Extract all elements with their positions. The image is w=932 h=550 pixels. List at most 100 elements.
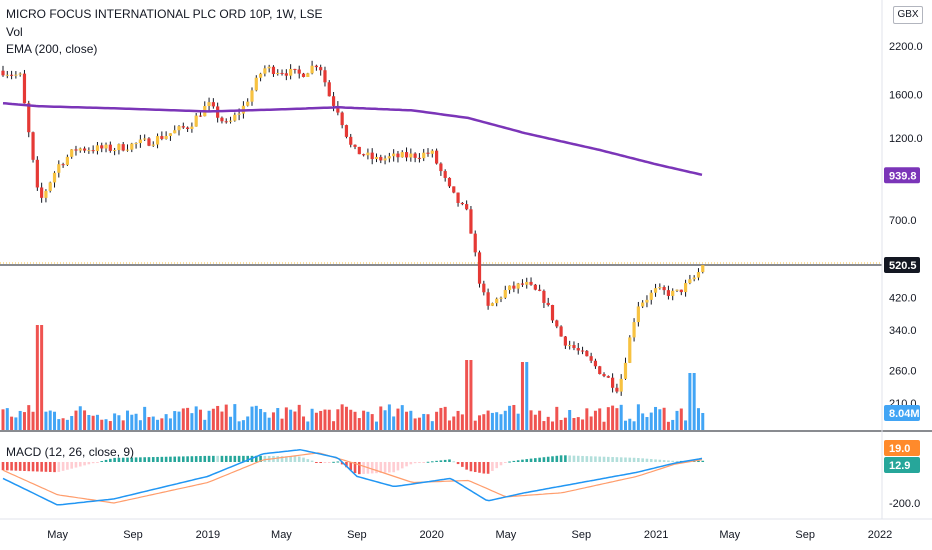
macd-histogram-bar bbox=[237, 455, 241, 462]
macd-histogram-bar bbox=[327, 462, 331, 463]
macd-histogram-bar bbox=[641, 458, 644, 462]
volume-bar bbox=[327, 409, 331, 430]
macd-histogram-bar bbox=[418, 462, 421, 463]
volume-bar bbox=[267, 417, 271, 430]
macd-histogram-bar bbox=[280, 456, 284, 462]
volume-bar bbox=[125, 410, 129, 430]
volume-bar bbox=[396, 408, 400, 430]
currency-selector[interactable]: GBX bbox=[893, 6, 923, 24]
candle-body bbox=[108, 144, 112, 151]
candle-body bbox=[276, 72, 280, 75]
volume-bar bbox=[405, 411, 409, 430]
volume-bar bbox=[229, 416, 233, 430]
candle-body bbox=[379, 156, 383, 161]
volume-bar bbox=[44, 411, 48, 430]
volume-bar bbox=[220, 411, 224, 430]
macd-histogram-bar bbox=[615, 457, 619, 462]
candle-body bbox=[121, 144, 125, 151]
volume-bar bbox=[520, 362, 524, 430]
macd-histogram-bar bbox=[649, 459, 653, 462]
candle-body bbox=[250, 90, 254, 102]
time-tick-label: 2021 bbox=[644, 529, 668, 541]
candle-body bbox=[666, 290, 671, 296]
candle-body bbox=[383, 158, 387, 161]
candle-body bbox=[155, 136, 160, 145]
macd-histogram-bar bbox=[345, 462, 348, 468]
candle-body bbox=[516, 283, 520, 289]
macd-histogram-bar bbox=[555, 455, 559, 462]
macd-histogram-bar bbox=[572, 455, 576, 462]
volume-bar bbox=[675, 410, 679, 430]
volume-bar bbox=[211, 408, 215, 430]
macd-histogram-bar bbox=[349, 462, 353, 471]
macd-histogram-bar bbox=[559, 455, 563, 462]
candle-body bbox=[636, 306, 640, 323]
macd-histogram-bar bbox=[96, 462, 99, 463]
volume-bar bbox=[241, 420, 245, 430]
volume-bar bbox=[91, 415, 95, 430]
macd-histogram-bar bbox=[151, 457, 155, 462]
volume-bar bbox=[465, 360, 469, 430]
volume-bar bbox=[593, 410, 597, 430]
candle-body bbox=[602, 374, 606, 377]
volume-bar bbox=[5, 408, 9, 430]
volume-bar bbox=[186, 407, 190, 430]
candle-body bbox=[220, 117, 224, 122]
volume-bar bbox=[671, 419, 675, 430]
volume-bar bbox=[581, 419, 585, 430]
volume-bar bbox=[589, 416, 593, 430]
candle-body bbox=[413, 153, 417, 158]
macd-histogram-bar bbox=[607, 456, 610, 462]
macd-histogram-bar bbox=[199, 456, 202, 462]
macd-histogram-bar bbox=[48, 462, 52, 472]
macd-histogram-bar bbox=[293, 456, 297, 462]
macd-histogram-bar bbox=[568, 455, 571, 462]
macd-histogram-bar bbox=[160, 456, 164, 462]
candle-body bbox=[35, 159, 39, 188]
candle-body bbox=[649, 292, 653, 300]
volume-bar bbox=[366, 411, 370, 430]
volume-bar bbox=[628, 418, 632, 430]
volume-bar bbox=[35, 325, 39, 430]
macd-histogram-bar bbox=[53, 462, 56, 473]
macd-histogram-bar bbox=[254, 455, 258, 462]
volume-bar bbox=[61, 418, 65, 430]
macd-histogram-bar bbox=[100, 461, 104, 463]
macd-histogram-bar bbox=[461, 462, 464, 467]
volume-bar bbox=[585, 408, 589, 430]
volume-bar bbox=[679, 408, 683, 430]
macd-histogram-bar bbox=[632, 457, 636, 462]
candle-body bbox=[164, 135, 168, 139]
candle-body bbox=[477, 252, 482, 284]
time-tick-label: 2022 bbox=[868, 529, 892, 541]
volume-bar bbox=[271, 412, 275, 430]
macd-histogram-bar bbox=[473, 462, 477, 473]
last-price-badge: 520.5 bbox=[889, 260, 917, 272]
macd-histogram-bar bbox=[478, 462, 481, 473]
macd-histogram-bar bbox=[697, 460, 700, 462]
candle-body bbox=[48, 182, 52, 191]
volume-bar bbox=[83, 410, 87, 430]
chart-title: MICRO FOCUS INTERNATIONAL PLC ORD 10P, 1… bbox=[6, 7, 323, 21]
volume-bar bbox=[430, 421, 434, 430]
candle-body bbox=[181, 126, 185, 128]
price-pane bbox=[0, 60, 882, 396]
macd-histogram-bar bbox=[619, 457, 623, 462]
candle-body bbox=[284, 73, 288, 76]
price-tick-label: 1600.0 bbox=[889, 89, 923, 101]
volume-bar bbox=[688, 373, 692, 430]
macd-histogram-bar bbox=[323, 462, 327, 463]
macd-histogram-bar bbox=[259, 455, 262, 462]
volume-bar bbox=[576, 417, 580, 430]
price-tick-label: 1200.0 bbox=[889, 133, 923, 145]
volume-bar bbox=[654, 406, 658, 430]
macd-histogram-bar bbox=[340, 462, 344, 465]
macd-histogram-bar bbox=[177, 456, 181, 462]
volume-bar bbox=[280, 418, 284, 430]
volume-bar bbox=[357, 418, 361, 430]
macd-histogram-bar bbox=[27, 462, 31, 472]
macd-histogram-bar bbox=[336, 461, 340, 463]
macd-histogram-bar bbox=[134, 457, 138, 462]
candle-body bbox=[520, 283, 525, 285]
